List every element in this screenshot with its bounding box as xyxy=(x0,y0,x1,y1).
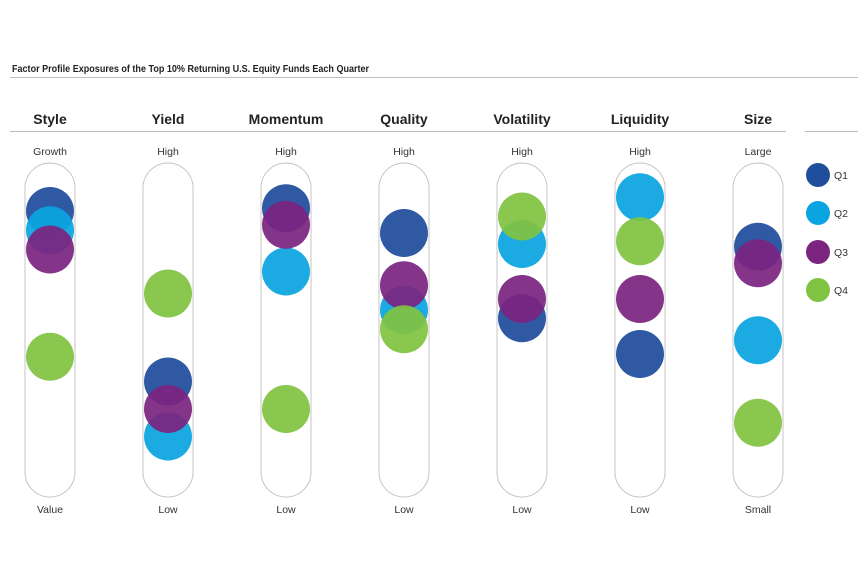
point-q3-volatility xyxy=(498,275,546,323)
factor-title-liquidity: Liquidity xyxy=(611,111,670,127)
top-label-style: Growth xyxy=(33,146,67,158)
legend-label-q1: Q1 xyxy=(834,170,848,182)
factor-title-volatility: Volatility xyxy=(493,111,551,127)
point-q4-liquidity xyxy=(616,217,664,266)
point-q4-style xyxy=(26,332,74,381)
data-points xyxy=(26,173,782,461)
bottom-label-yield: Low xyxy=(158,504,178,516)
chart-title: Factor Profile Exposures of the Top 10% … xyxy=(12,63,370,75)
point-q3-yield xyxy=(144,385,192,433)
factor-title-size: Size xyxy=(744,111,772,127)
legend-label-q3: Q3 xyxy=(834,247,848,259)
point-q2-size xyxy=(734,316,782,365)
point-q4-volatility xyxy=(498,192,546,241)
legend-swatch-q2 xyxy=(806,201,830,225)
top-label-volatility: High xyxy=(511,146,533,158)
point-q3-quality xyxy=(380,261,428,310)
point-q4-momentum xyxy=(262,385,310,433)
range-track-liquidity xyxy=(614,162,666,498)
point-q3-momentum xyxy=(262,200,310,249)
factor-columns: Style Growth Value Yield High Low Momentum High… xyxy=(24,111,784,516)
range-track-size xyxy=(732,162,784,498)
factor-title-momentum: Momentum xyxy=(249,111,324,127)
point-q2-momentum xyxy=(262,247,310,296)
legend-swatch-q1 xyxy=(806,163,830,187)
range-track-quality xyxy=(378,162,430,498)
range-track-volatility xyxy=(496,162,548,498)
point-q1-liquidity xyxy=(616,330,664,378)
top-label-liquidity: High xyxy=(629,146,651,158)
legend: Q1 Q2 Q3 Q4 xyxy=(806,163,848,302)
bottom-label-size: Small xyxy=(745,504,771,516)
point-q3-size xyxy=(734,239,782,288)
point-q3-style xyxy=(26,225,74,274)
range-track-momentum xyxy=(260,162,312,498)
point-q3-liquidity xyxy=(616,275,664,323)
header-divider xyxy=(10,131,786,132)
range-track-style xyxy=(24,162,76,498)
factor-title-quality: Quality xyxy=(380,111,428,127)
range-track-yield xyxy=(142,162,194,498)
legend-label-q2: Q2 xyxy=(834,208,848,220)
top-label-size: Large xyxy=(745,146,772,158)
title-divider xyxy=(10,77,858,78)
bottom-label-volatility: Low xyxy=(512,504,532,516)
point-q4-quality xyxy=(380,305,428,354)
point-q1-quality xyxy=(380,209,428,257)
top-label-quality: High xyxy=(393,146,415,158)
factor-title-yield: Yield xyxy=(152,111,185,127)
bottom-label-quality: Low xyxy=(394,504,414,516)
legend-swatch-q4 xyxy=(806,278,830,302)
factor-title-style: Style xyxy=(33,111,67,127)
bottom-label-style: Value xyxy=(37,504,63,516)
legend-label-q4: Q4 xyxy=(834,285,848,297)
top-label-yield: High xyxy=(157,146,179,158)
point-q2-liquidity xyxy=(616,173,664,222)
point-q4-yield xyxy=(144,269,192,318)
legend-divider xyxy=(805,131,858,132)
legend-swatch-q3 xyxy=(806,240,830,264)
point-q4-size xyxy=(734,398,782,447)
bottom-label-liquidity: Low xyxy=(630,504,650,516)
bottom-label-momentum: Low xyxy=(276,504,296,516)
top-label-momentum: High xyxy=(275,146,297,158)
